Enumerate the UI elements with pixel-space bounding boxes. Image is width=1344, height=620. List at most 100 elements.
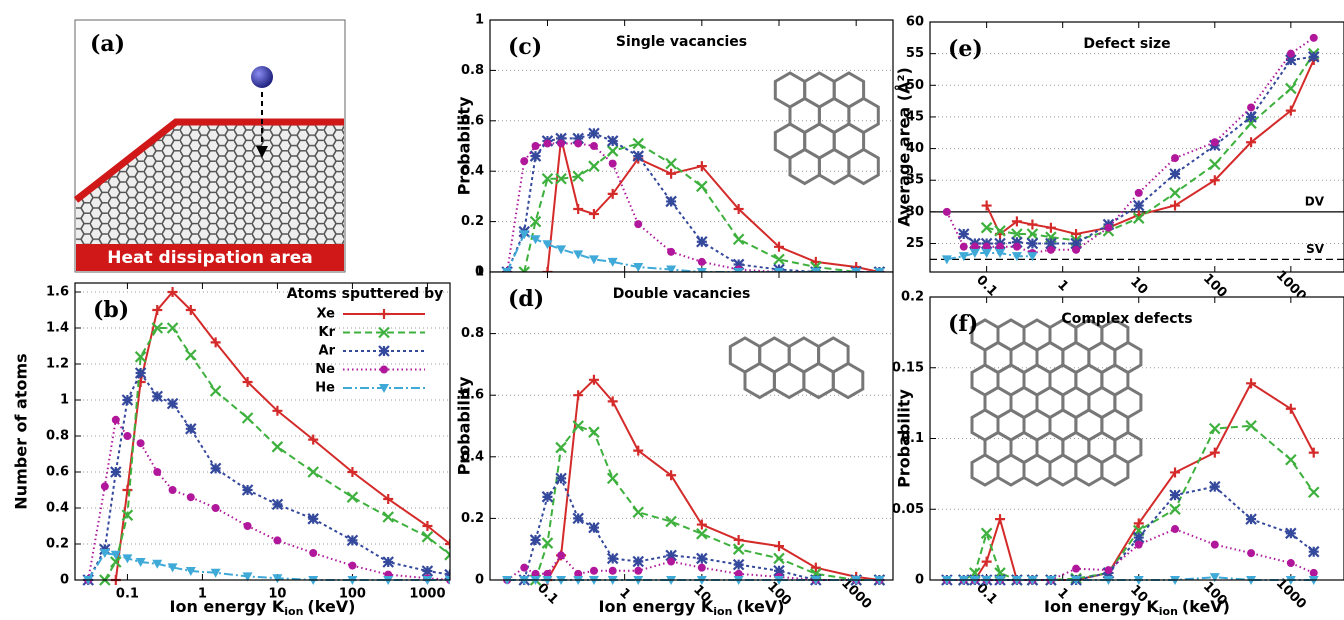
legend-label: Xe — [317, 307, 336, 322]
data-point — [557, 551, 565, 559]
data-point — [557, 139, 565, 147]
x-axis-label: Ion energy Kion(keV) — [1044, 597, 1230, 619]
y-tick-label: 1 — [60, 393, 69, 408]
data-point — [574, 139, 582, 147]
data-point — [1104, 566, 1112, 574]
data-point — [698, 258, 706, 266]
x-axis-label-sub: ion — [1159, 605, 1178, 618]
data-point — [1135, 189, 1143, 197]
data-point — [1211, 541, 1219, 549]
panel-label: (a) — [90, 31, 125, 57]
plot-area — [490, 272, 893, 580]
data-point — [609, 567, 617, 575]
data-point — [634, 567, 642, 575]
legend-title: Atoms sputtered by — [287, 286, 444, 302]
data-point — [1072, 565, 1080, 573]
data-point — [1287, 559, 1295, 567]
data-point — [347, 535, 357, 545]
data-point — [112, 416, 120, 424]
legend-marker — [380, 366, 388, 374]
data-point — [960, 243, 968, 251]
data-point — [943, 208, 951, 216]
data-point — [573, 513, 583, 523]
data-point — [136, 368, 146, 378]
x-tick-label: 1000 — [409, 587, 445, 602]
data-point — [633, 557, 643, 567]
data-point — [609, 160, 617, 168]
data-point — [667, 248, 675, 256]
data-point — [186, 424, 196, 434]
y-tick-label: 0.4 — [46, 501, 69, 516]
data-point — [1171, 154, 1179, 162]
data-point — [272, 499, 282, 509]
data-point — [1047, 246, 1055, 254]
y-tick-label: 1 — [475, 13, 484, 28]
plot-area — [930, 22, 1344, 272]
data-point — [590, 142, 598, 150]
data-point — [697, 237, 707, 247]
data-point — [608, 553, 618, 563]
x-axis-label-sub: ion — [284, 605, 303, 618]
x-tick-label: 0.1 — [973, 273, 1000, 300]
y-tick-label: 0.15 — [892, 360, 924, 375]
y-tick-label: 0.8 — [461, 326, 484, 341]
data-point — [122, 395, 132, 405]
data-point — [348, 562, 356, 570]
data-point — [589, 128, 599, 138]
data-point — [520, 157, 528, 165]
x-axis-label-unit: (keV) — [307, 597, 355, 616]
heat-caption: Heat dissipation area — [107, 248, 313, 268]
data-point — [590, 567, 598, 575]
x-axis-label-main: Ion energy K — [1044, 597, 1159, 616]
y-tick-label: 0.05 — [892, 502, 924, 517]
data-point — [634, 220, 642, 228]
data-point — [734, 560, 744, 570]
data-point — [1247, 549, 1255, 557]
data-point — [1310, 34, 1318, 42]
y-axis-label: Probability — [455, 376, 474, 475]
y-tick-label: 1.4 — [46, 321, 69, 336]
data-point — [1170, 490, 1180, 500]
y-tick-label: 0.2 — [461, 214, 484, 229]
data-point — [1013, 243, 1021, 251]
data-point — [1104, 224, 1112, 232]
data-point — [1170, 169, 1180, 179]
legend-marker — [379, 346, 389, 356]
y-tick-label: 0 — [60, 573, 69, 588]
x-axis-label-sub: ion — [713, 605, 732, 618]
data-point — [152, 391, 162, 401]
data-point — [212, 504, 220, 512]
y-tick-label: 0.6 — [46, 465, 69, 480]
data-point — [698, 564, 706, 572]
data-point — [1286, 528, 1296, 538]
data-point — [1072, 246, 1080, 254]
data-point — [308, 514, 318, 524]
x-tick-label: 0.1 — [116, 587, 139, 602]
data-point — [1210, 482, 1220, 492]
data-point — [1247, 103, 1255, 111]
y-tick-label: 0.2 — [901, 290, 924, 305]
figure: Heat dissipation area (a) 0 0.2 0.4 0.6 0.8 1… — [0, 0, 1344, 620]
data-point — [1171, 525, 1179, 533]
x-axis-label-main: Ion energy K — [170, 597, 285, 616]
y-tick-label: 0.2 — [461, 511, 484, 526]
illustration: Heat dissipation area (a) — [75, 20, 345, 272]
data-point — [243, 485, 253, 495]
reference-label: DV — [1305, 194, 1325, 208]
panel-label: (f) — [948, 311, 978, 337]
data-point — [608, 136, 618, 146]
panel-label: (d) — [508, 286, 544, 312]
x-tick-label: 10 — [1127, 274, 1150, 297]
y-tick-label: 1 — [475, 265, 484, 280]
y-tick-label: 60 — [906, 15, 924, 30]
data-point — [101, 482, 109, 490]
chart-title: Defect size — [1083, 36, 1170, 52]
ion — [251, 66, 273, 88]
legend-label: He — [315, 381, 335, 396]
data-point — [589, 523, 599, 533]
y-axis-label: Number of atoms — [12, 353, 31, 509]
data-point — [211, 463, 221, 473]
y-tick-label: 55 — [906, 46, 924, 61]
data-point — [1246, 112, 1256, 122]
data-point — [666, 196, 676, 206]
